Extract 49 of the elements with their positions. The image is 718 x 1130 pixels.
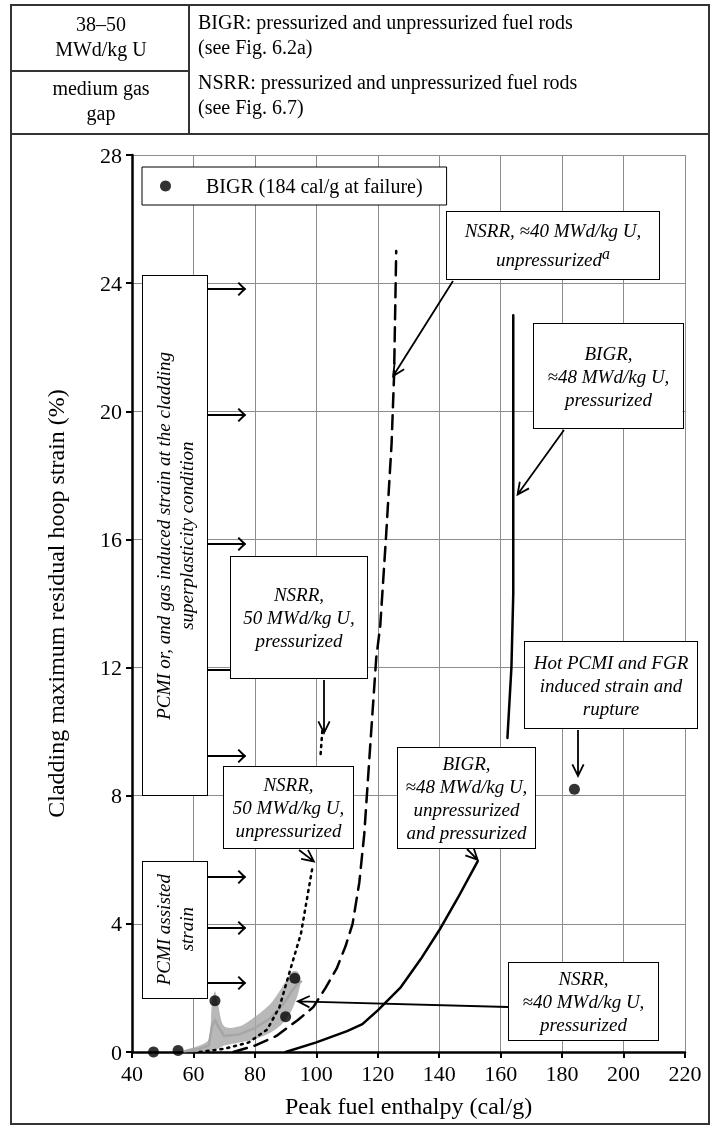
y-tick-label: 16 (100, 526, 122, 552)
annotation: NSRR, ≈40 MWd/kg U, pressurized (522, 967, 645, 1036)
text-box: Hot PCMI and FGR induced strain and rupture (524, 641, 698, 729)
y-tick-label: 12 (100, 655, 122, 681)
annotation: NSRR, ≈40 MWd/kg U, unpressurized$^{a}$ (464, 219, 642, 272)
x-tick-label: 200 (607, 1060, 641, 1086)
annotation: BIGR, ≈48 MWd/kg U, pressurized (547, 341, 670, 411)
x-tick-label: 60 (182, 1060, 205, 1086)
annotation: PCMI or, and gas induced strain at the cladding superplasticity condition (152, 351, 198, 720)
point (280, 1011, 292, 1023)
y-tick-label: 28 (100, 142, 122, 168)
x-tick-label: 100 (299, 1060, 333, 1086)
x-tick-label: 120 (361, 1060, 395, 1086)
y-tick-label: 8 (111, 783, 122, 809)
point (172, 1044, 184, 1056)
text-box: PCMI or, and gas induced strain at the cladding superplasticity condition (142, 275, 208, 796)
x-tick-label: 160 (484, 1060, 518, 1086)
text-box: NSRR, 50 MWd/kg U, pressurized (230, 556, 368, 679)
y-tick-label: 20 (100, 398, 122, 424)
text: medium gas gap (51, 76, 151, 127)
text: BIGR: pressurized and unpressurized fuel rods (see Fig. 6.2a) (198, 10, 574, 61)
annotation: BIGR, ≈48 MWd/kg U, unpressurized and pressurized (405, 752, 528, 844)
point (209, 995, 221, 1007)
y-tick-label: 0 (111, 1039, 122, 1065)
text-box: NSRR, 50 MWd/kg U, unpressurized (223, 766, 354, 849)
annotation: PCMI assisted strain (152, 874, 198, 986)
y-tick-label: 24 (100, 270, 122, 296)
text-box: BIGR, ≈48 MWd/kg U, unpressurized and pressurized (397, 747, 536, 849)
text-box: NSRR, ≈40 MWd/kg U, pressurized (508, 962, 659, 1041)
x-axis-title: Peak fuel enthalpy (cal/g) (284, 1093, 533, 1119)
text: NSRR: pressurized and unpressurized fuel rods (see Fig. 6.7) (198, 70, 579, 121)
x-tick-label: 80 (243, 1060, 266, 1086)
legend-label: BIGR (184 cal/g at failure) (206, 175, 423, 198)
text-box: NSRR, ≈40 MWd/kg U, unpressurized$^{a}$ (446, 211, 660, 280)
point (289, 972, 301, 984)
annotation: NSRR, 50 MWd/kg U, unpressurized (232, 773, 345, 842)
annotation: NSRR, 50 MWd/kg U, pressurized (243, 583, 355, 652)
y-tick-label: 4 (111, 911, 122, 937)
y-axis-title: Cladding maximum residual hoop strain (%) (43, 389, 69, 818)
text-box: PCMI assisted strain (142, 861, 208, 999)
text-box: BIGR, ≈48 MWd/kg U, pressurized (533, 323, 684, 429)
point (568, 783, 580, 795)
text: 38–50 MWd/kg U (54, 12, 148, 63)
x-tick-label: 140 (422, 1060, 456, 1086)
x-tick-label: 40 (121, 1060, 143, 1086)
x-tick-label: 220 (668, 1060, 702, 1086)
point (148, 1046, 160, 1058)
x-tick-label: 180 (545, 1060, 579, 1086)
annotation: Hot PCMI and FGR induced strain and rupture (533, 650, 689, 720)
